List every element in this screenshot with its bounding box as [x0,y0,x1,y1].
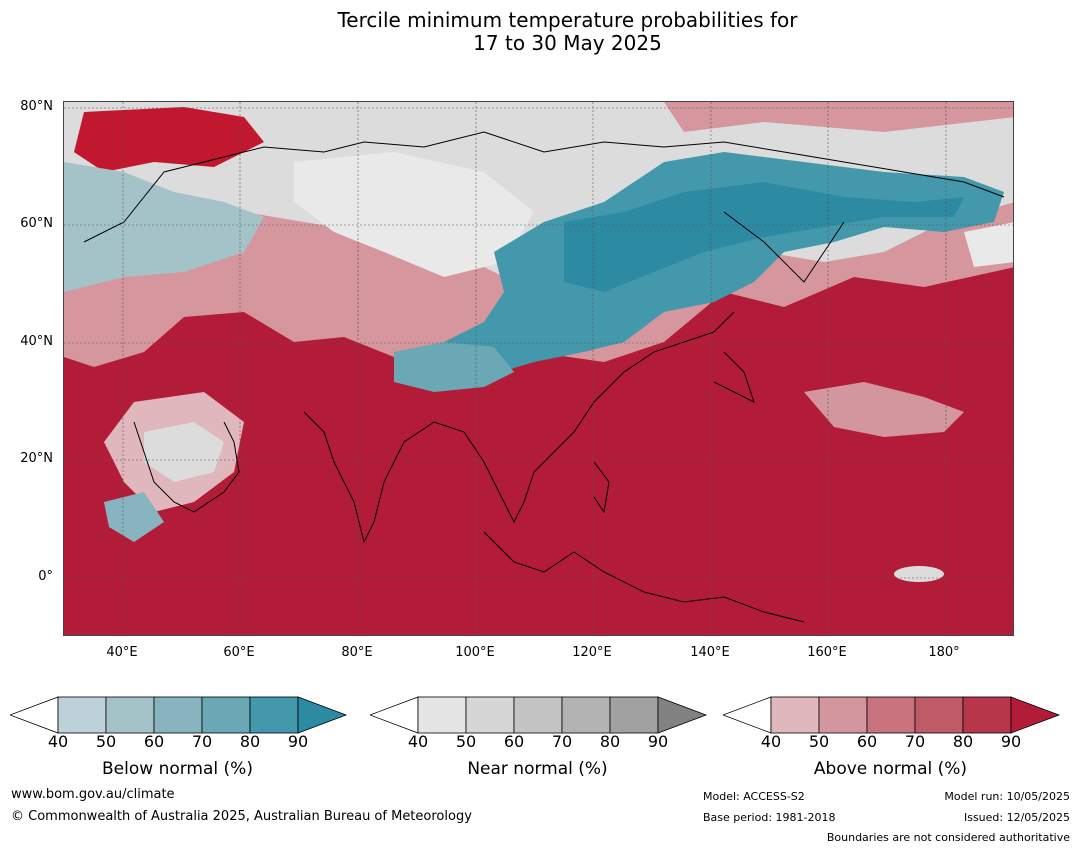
title-line-2: 17 to 30 May 2025 [473,31,662,55]
colorbar-extend-low [370,696,419,734]
lon-label-140e: 140°E [690,645,730,660]
colorbar-swatch [465,696,515,734]
below-tick: 40 [47,732,69,751]
near-tick: 80 [599,732,621,751]
above-tick: 90 [1000,732,1022,751]
lon-label-120e: 120°E [572,645,612,660]
footer-url[interactable]: www.bom.gov.au/climate [11,787,175,802]
colorbar-swatch [561,696,611,734]
colorbar-below-normal [10,696,348,734]
colorbar-swatch [962,696,1012,734]
footer-issued: Issued: 12/05/2025 [963,811,1070,824]
probability-map [63,101,1014,636]
colorbar-swatch [57,696,107,734]
lon-label-160e: 160°E [807,645,847,660]
lat-label-20n: 20°N [20,451,53,466]
above-tick: 40 [760,732,782,751]
below-tick: 60 [143,732,165,751]
above-tick: 80 [952,732,974,751]
colorbar-swatch [417,696,467,734]
footer-base-period: Base period: 1981-2018 [703,811,836,824]
colorbar-swatch [866,696,916,734]
lon-label-100e: 100°E [455,645,495,660]
map-svg [64,102,1013,635]
above-tick: 60 [856,732,878,751]
region-red-scandinavia [74,107,264,172]
lon-label-180: 180° [928,645,960,660]
lon-label-60e: 60°E [223,645,255,660]
lon-label-40e: 40°E [106,645,138,660]
colorbar-above-svg [723,696,1061,734]
above-tick: 70 [904,732,926,751]
colorbar-label-below: Below normal (%) [102,759,253,779]
footer-model: Model: ACCESS-S2 [703,790,805,803]
footer-copyright: © Commonwealth of Australia 2025, Austra… [11,809,472,824]
colorbar-above-normal [723,696,1061,734]
colorbar-near-svg [370,696,708,734]
lat-label-80n: 80°N [20,99,53,114]
near-tick: 50 [455,732,477,751]
below-tick: 70 [191,732,213,751]
map-title: Tercile minimum temperature probabilitie… [0,9,1081,55]
title-line-1: Tercile minimum temperature probabilitie… [337,8,798,32]
colorbar-near-normal [370,696,708,734]
colorbar-extend-low [723,696,772,734]
footer-disclaimer: Boundaries are not considered authoritat… [826,831,1070,844]
near-tick: 40 [407,732,429,751]
near-tick: 90 [647,732,669,751]
region-grey-pacific [894,566,944,582]
colorbar-below-svg [10,696,348,734]
region-pink-pacific [804,382,964,437]
colorbar-swatch [609,696,659,734]
near-tick: 70 [551,732,573,751]
colorbar-swatch [513,696,563,734]
region-white-alaska [964,222,1013,267]
region-dark-teal-core [564,182,964,292]
colorbar-swatch [201,696,251,734]
colorbar-label-near: Near normal (%) [467,759,608,779]
below-tick: 80 [239,732,261,751]
colorbar-swatch [153,696,203,734]
footer-model-run: Model run: 10/05/2025 [944,790,1070,803]
colorbar-swatch [249,696,299,734]
graticule [64,102,1013,635]
above-tick: 50 [808,732,830,751]
below-tick: 50 [95,732,117,751]
near-tick: 60 [503,732,525,751]
colorbar-extend-low [10,696,59,734]
below-tick: 90 [287,732,309,751]
region-blue-europe [64,162,264,292]
lat-label-0: 0° [38,569,53,584]
colorbar-swatch [914,696,964,734]
lat-label-40n: 40°N [20,334,53,349]
coastlines [83,131,1005,623]
region-white-west-siberia [294,152,534,277]
colorbar-swatch [770,696,820,734]
colorbar-extend-high [1010,696,1061,734]
colorbar-extend-high [297,696,348,734]
lon-label-80e: 80°E [341,645,373,660]
colorbar-label-above: Above normal (%) [813,759,968,779]
colorbar-swatch [818,696,868,734]
colorbar-swatch [105,696,155,734]
region-teal-tibet [394,342,514,392]
region-blue-east-africa [104,492,164,542]
lat-label-60n: 60°N [20,216,53,231]
colorbar-extend-high [657,696,708,734]
region-grey-arabia [144,422,224,482]
